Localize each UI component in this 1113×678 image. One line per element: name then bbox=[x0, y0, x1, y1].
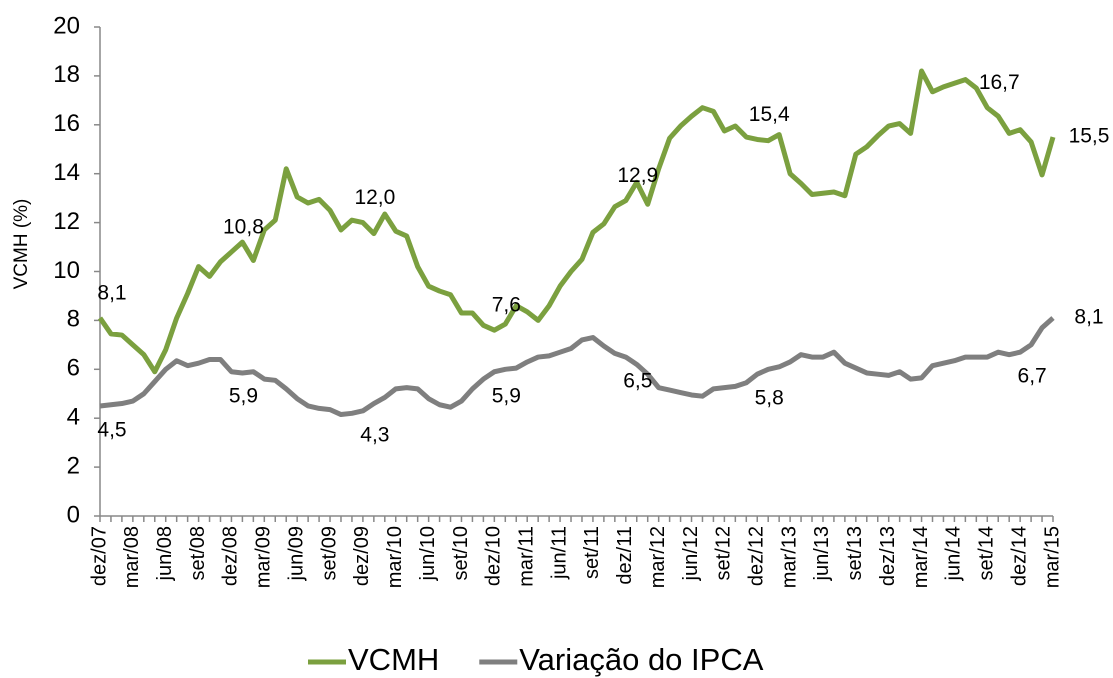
y-tick-label: 4 bbox=[67, 404, 80, 431]
x-tick-label: mar/11 bbox=[515, 526, 537, 587]
data-label: 7,6 bbox=[492, 294, 521, 317]
x-tick-label: set/09 bbox=[318, 526, 340, 580]
data-label: 15,4 bbox=[749, 103, 790, 126]
data-label: 5,9 bbox=[229, 384, 258, 407]
y-tick-label: 8 bbox=[67, 306, 80, 333]
y-tick-label: 12 bbox=[53, 208, 80, 235]
x-tick-label: mar/10 bbox=[384, 526, 406, 588]
x-tick-label: jun/12 bbox=[680, 526, 702, 582]
x-tick-label: mar/09 bbox=[253, 526, 275, 588]
data-label: 6,7 bbox=[1018, 365, 1047, 388]
y-tick-label: 10 bbox=[53, 257, 80, 284]
x-tick-label: jun/11 bbox=[548, 526, 570, 580]
x-tick-label: dez/12 bbox=[746, 526, 768, 586]
x-tick-label: mar/12 bbox=[647, 526, 669, 588]
data-label: 4,5 bbox=[97, 419, 126, 442]
y-tick-label: 20 bbox=[53, 12, 80, 39]
y-tick-label: 2 bbox=[67, 452, 80, 479]
x-tick-label: mar/14 bbox=[910, 526, 932, 588]
x-tick-label: dez/08 bbox=[220, 526, 242, 586]
data-label: 8,1 bbox=[1074, 306, 1103, 329]
x-tick-label: jun/14 bbox=[943, 526, 965, 582]
x-tick-label: set/08 bbox=[187, 526, 209, 580]
y-tick-label: 14 bbox=[53, 159, 80, 186]
x-tick-label: jun/09 bbox=[285, 526, 307, 582]
data-label: 12,0 bbox=[354, 186, 395, 209]
y-tick-label: 18 bbox=[53, 61, 80, 88]
x-tick-label: dez/10 bbox=[483, 526, 505, 586]
x-tick-label: dez/07 bbox=[88, 526, 110, 586]
data-label: 8,1 bbox=[97, 282, 126, 305]
data-label: 12,9 bbox=[617, 164, 658, 187]
data-label: 15,5 bbox=[1069, 125, 1110, 148]
series-line bbox=[97, 68, 1056, 375]
x-tick-label: dez/13 bbox=[877, 526, 899, 586]
x-tick-label: set/14 bbox=[976, 526, 998, 580]
x-tick-label: dez/14 bbox=[1008, 526, 1030, 586]
data-label: 6,5 bbox=[623, 370, 652, 393]
y-tick-label: 0 bbox=[67, 501, 80, 528]
series-line bbox=[99, 316, 1055, 418]
legend-label: VCMH bbox=[348, 642, 439, 677]
data-label: 4,3 bbox=[360, 423, 389, 446]
x-tick-label: jun/13 bbox=[811, 526, 833, 582]
x-tick-label: dez/09 bbox=[351, 526, 373, 586]
x-tick-label: set/12 bbox=[713, 526, 735, 580]
x-tick-label: dez/11 bbox=[614, 526, 636, 585]
x-tick-label: mar/13 bbox=[778, 526, 800, 588]
y-tick-label: 6 bbox=[67, 355, 80, 382]
data-label: 16,7 bbox=[979, 71, 1020, 94]
data-label: 5,8 bbox=[755, 387, 784, 410]
x-tick-label: jun/10 bbox=[417, 526, 439, 582]
x-tick-label: jun/08 bbox=[154, 526, 176, 582]
x-tick-label: mar/08 bbox=[121, 526, 143, 588]
y-axis-label: VCMH (%) bbox=[11, 199, 32, 290]
data-label: 10,8 bbox=[223, 215, 264, 238]
x-tick-label: set/10 bbox=[450, 526, 472, 580]
y-tick-label: 16 bbox=[53, 110, 80, 137]
x-tick-label: set/13 bbox=[844, 526, 866, 580]
x-tick-label: mar/15 bbox=[1041, 526, 1063, 588]
data-label: 5,9 bbox=[492, 384, 521, 407]
legend-label: Variação do IPCA bbox=[519, 642, 763, 677]
x-tick-label: set/11 bbox=[581, 526, 603, 579]
